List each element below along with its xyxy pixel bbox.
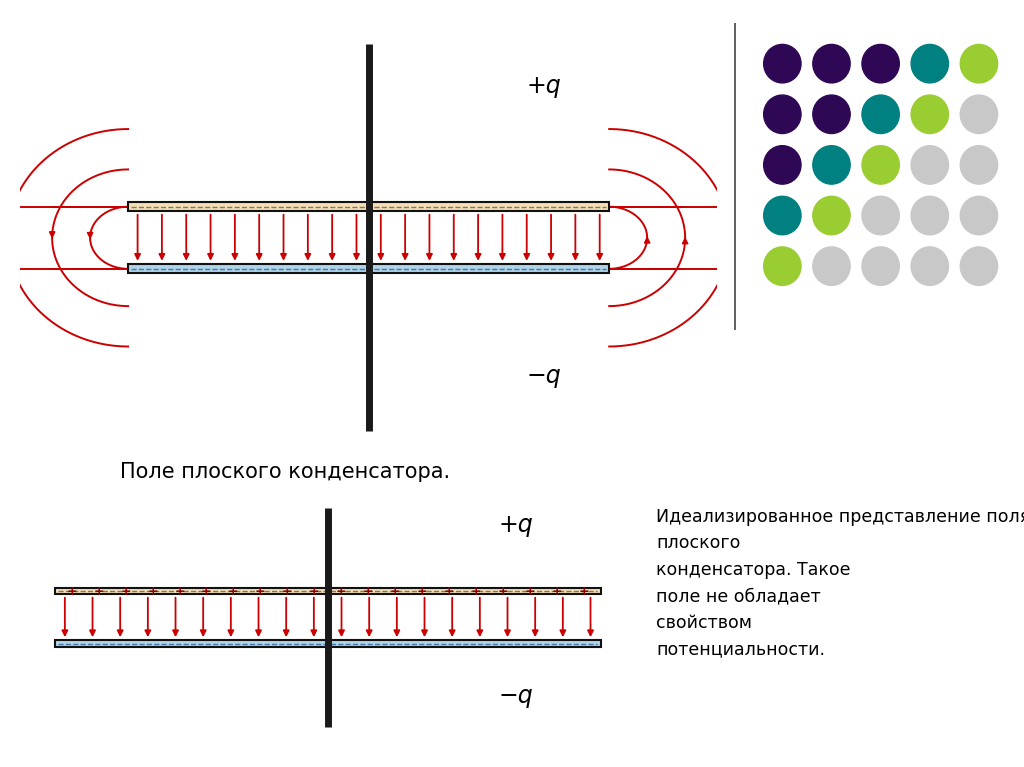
Text: +: + <box>471 584 481 597</box>
Circle shape <box>813 196 850 235</box>
Circle shape <box>813 95 850 133</box>
Circle shape <box>764 95 801 133</box>
Text: +: + <box>120 584 131 597</box>
Text: Идеализированное представление поля
плоского
конденсатора. Такое
поле не обладае: Идеализированное представление поля плос… <box>656 508 1024 658</box>
Circle shape <box>911 44 948 83</box>
Text: Поле плоского конденсатора.: Поле плоского конденсатора. <box>120 462 451 482</box>
Text: +q: +q <box>499 513 534 537</box>
Circle shape <box>764 44 801 83</box>
Circle shape <box>961 146 997 184</box>
Text: +: + <box>551 584 562 597</box>
Text: +: + <box>579 584 589 597</box>
Text: +: + <box>228 584 239 597</box>
Text: +: + <box>174 584 184 597</box>
Bar <box>54 640 601 647</box>
Text: −q: −q <box>499 684 534 708</box>
Bar <box>128 202 609 211</box>
Circle shape <box>961 95 997 133</box>
Circle shape <box>764 146 801 184</box>
Text: +: + <box>498 584 508 597</box>
Circle shape <box>911 146 948 184</box>
Circle shape <box>961 196 997 235</box>
Text: +: + <box>390 584 400 597</box>
Text: −q: −q <box>527 364 561 388</box>
Text: +: + <box>309 584 319 597</box>
Text: +: + <box>362 584 374 597</box>
Circle shape <box>813 44 850 83</box>
Bar <box>128 265 609 273</box>
Circle shape <box>764 247 801 285</box>
Circle shape <box>911 196 948 235</box>
Circle shape <box>862 44 899 83</box>
Circle shape <box>911 247 948 285</box>
Text: +: + <box>443 584 455 597</box>
Text: +: + <box>93 584 104 597</box>
Text: +: + <box>282 584 293 597</box>
Text: +: + <box>524 584 536 597</box>
Circle shape <box>911 95 948 133</box>
Text: +: + <box>147 584 158 597</box>
Text: +: + <box>417 584 427 597</box>
Circle shape <box>862 95 899 133</box>
Bar <box>54 588 601 594</box>
Circle shape <box>961 44 997 83</box>
Text: +: + <box>336 584 346 597</box>
Circle shape <box>813 146 850 184</box>
Text: +: + <box>201 584 212 597</box>
Circle shape <box>764 196 801 235</box>
Text: +q: +q <box>527 74 561 98</box>
Circle shape <box>862 196 899 235</box>
Circle shape <box>961 247 997 285</box>
Circle shape <box>862 146 899 184</box>
Circle shape <box>862 247 899 285</box>
Circle shape <box>813 247 850 285</box>
Text: +: + <box>255 584 265 597</box>
Text: +: + <box>67 584 77 597</box>
